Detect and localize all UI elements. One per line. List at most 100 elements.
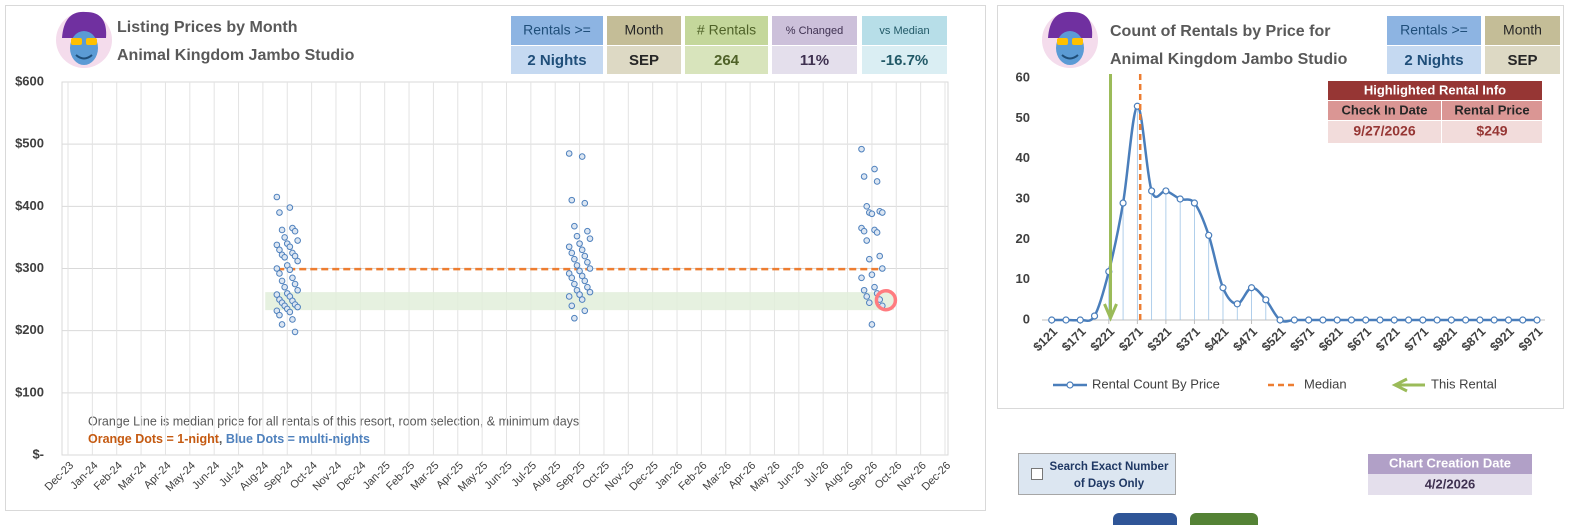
rental-arrow-head (1103, 303, 1118, 322)
y-tick-label: $500 (15, 136, 44, 151)
data-point (278, 226, 286, 234)
stat-value: 2 Nights (1404, 52, 1463, 69)
button[interactable] (1113, 513, 1177, 525)
highlight-ring (874, 288, 898, 312)
data-point (1190, 199, 1199, 207)
stat-value-bg (511, 46, 603, 74)
data-point (873, 229, 881, 236)
data-point (291, 252, 299, 260)
date-header-bg (1368, 454, 1532, 474)
table-title-bg (1328, 81, 1542, 100)
table-header-bg (1442, 101, 1542, 120)
stat-label: Month (1503, 22, 1542, 38)
y-tick-label: 60 (1016, 69, 1030, 84)
data-point (1376, 316, 1384, 324)
data-point (586, 265, 594, 272)
data-point (873, 178, 881, 185)
data-point (294, 303, 301, 311)
data-point (1504, 316, 1513, 324)
button[interactable] (1190, 513, 1258, 525)
data-point (568, 196, 576, 204)
data-point (860, 227, 868, 235)
stat-value: -16.7% (881, 52, 929, 69)
data-point (291, 280, 299, 288)
data-point (568, 249, 576, 257)
stat-header-bg (607, 16, 681, 45)
data-point (286, 204, 294, 211)
data-point (1519, 316, 1527, 324)
data-point (1048, 316, 1056, 324)
data-point (863, 203, 871, 210)
data-point (860, 286, 868, 294)
stat-value-bg (772, 46, 857, 74)
data-point (1162, 187, 1170, 195)
data-point (576, 267, 583, 275)
data-point (273, 291, 281, 298)
y-tick-label: 10 (1016, 271, 1030, 286)
stat-value-bg (1485, 46, 1560, 74)
table-header: Check In Date (1342, 102, 1428, 117)
stat-header-bg (511, 16, 603, 45)
y-tick-label: 40 (1016, 150, 1030, 165)
y-tick-label: $100 (15, 384, 44, 399)
data-point (286, 243, 294, 251)
legend-swatch (1066, 381, 1074, 389)
data-point (576, 240, 583, 247)
legend-label: This Rental (1431, 376, 1497, 391)
y-tick-label: 30 (1016, 190, 1030, 205)
data-point (1062, 316, 1070, 324)
checkbox-control[interactable]: Search Exact Number of Days Only (1018, 453, 1176, 495)
data-point (1319, 316, 1327, 324)
data-point (276, 209, 283, 216)
stat-label: Rentals >= (1400, 22, 1468, 38)
chart-title: Listing Prices by Month (117, 19, 297, 36)
stat-label: Month (625, 22, 664, 38)
legend-label: Median (1304, 376, 1347, 391)
data-point (571, 255, 578, 263)
data-point (578, 296, 586, 303)
data-point (1247, 284, 1256, 292)
checkbox-label[interactable]: of Days Only (1074, 478, 1145, 490)
data-point (879, 209, 886, 216)
table-title: Highlighted Rental Info (1364, 82, 1506, 97)
table-cell: 9/27/2026 (1353, 123, 1415, 139)
legend-text-part: Orange Dots = 1-night (88, 432, 220, 446)
stat-header-bg (685, 16, 768, 45)
data-point (1490, 316, 1498, 324)
y-tick-label: $200 (15, 322, 44, 337)
data-point (584, 258, 591, 266)
data-point (1390, 316, 1398, 324)
data-point (868, 210, 876, 218)
data-point (568, 302, 576, 310)
legend-swatch (1391, 377, 1408, 393)
date-value-bg (1368, 474, 1532, 495)
data-point (581, 252, 589, 260)
data-point (278, 321, 286, 328)
data-point (565, 293, 573, 300)
data-point (584, 283, 591, 291)
data-point (576, 291, 583, 298)
table-header: Rental Price (1454, 102, 1529, 117)
table-cell: $249 (1476, 123, 1507, 139)
data-point (1076, 316, 1084, 324)
data-point (273, 241, 281, 249)
data-point (565, 150, 573, 157)
data-point (586, 288, 594, 296)
data-point (879, 265, 886, 272)
data-point (276, 270, 283, 277)
data-point (860, 173, 868, 180)
stat-value: 264 (714, 52, 740, 69)
data-point (871, 165, 878, 173)
data-point (1090, 312, 1099, 320)
legend-text-part: , (219, 432, 226, 446)
stat-label: Rentals >= (523, 22, 591, 38)
y-tick-label: $- (32, 446, 44, 461)
data-point (294, 286, 301, 294)
annotation: Orange Line is median price for all rent… (88, 414, 579, 428)
data-point (565, 243, 573, 251)
left-panel (5, 5, 986, 511)
data-point (866, 299, 873, 306)
checkbox-label[interactable]: Search Exact Number (1050, 461, 1169, 473)
data-point (586, 235, 594, 242)
y-tick-label: 50 (1016, 110, 1030, 125)
